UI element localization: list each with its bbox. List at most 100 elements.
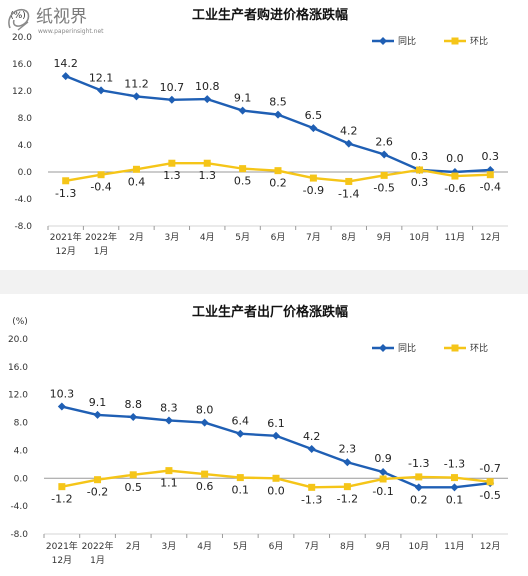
y-tick-label: -8.0 [10,530,28,540]
x-tick-label: 2021年 [46,540,78,552]
mom-data-label: 0.4 [128,175,146,188]
chart-title: 工业生产者购进价格涨跌幅 [192,7,348,23]
yoy-data-label: 8.5 [269,96,287,109]
x-tick-label: 3月 [162,541,177,552]
yoy-point [167,95,176,104]
mom-data-label: -0.5 [373,181,394,194]
mom-point [486,478,494,486]
yoy-point [238,106,247,115]
yoy-point [236,429,245,438]
x-tick-label: 5月 [233,541,248,552]
x-tick-label: 9月 [376,541,391,552]
yoy-point [61,72,70,81]
mom-data-label: 0.3 [411,176,429,189]
x-tick-label: 7月 [306,232,321,243]
y-tick-label: 4.0 [14,446,29,456]
yoy-data-label: 2.6 [375,135,393,148]
y-tick-label: 0.0 [18,168,33,178]
mom-point [132,165,140,173]
yoy-data-label: 6.5 [305,109,323,122]
y-tick-label: 8.0 [18,114,33,124]
y-tick-label: 12.0 [12,87,32,97]
legend-label: 同比 [398,35,416,47]
mom-data-label: -1.2 [51,493,72,506]
yoy-data-label: -1.3 [408,457,429,470]
chart-card-purchase: 工业生产者购进价格涨跌幅 (%) 20.0 16.0 12.0 8.0 4.0 0.0 -4.0… [0,0,528,270]
watermark-logo: 纸视界 www.paperinsight.net [8,7,104,35]
mom-data-label: 0.6 [196,480,214,493]
mom-point [58,483,66,491]
y-tick-label: 8.0 [14,419,29,429]
mom-data-label: -0.5 [479,489,500,502]
mom-point [272,474,280,482]
yoy-point [272,431,280,440]
yoy-point [343,458,352,467]
mom-point [62,177,70,185]
mom-data-label: 1.3 [198,169,216,182]
chart-title: 工业生产者出厂价格涨跌幅 [192,304,348,320]
y-tick-label: 4.0 [18,141,33,151]
chart-factory-price: 工业生产者出厂价格涨跌幅 (%) 20.0 16.0 12.0 8.0 4.0 0.0 -4.0… [8,304,508,566]
mom-point [239,165,247,173]
x-tick-label: 7月 [304,541,319,552]
mom-point [415,473,423,481]
x-tick-label: 12月 [52,555,72,566]
yoy-data-label: 9.1 [89,396,107,409]
x-tick-label: 3月 [164,232,179,243]
x-tick-label: 9月 [377,232,392,243]
x-tick-label: 1月 [94,246,109,257]
yoy-data-label: 10.3 [50,388,75,401]
y-tick-label: 20.0 [12,33,32,43]
x-tick-label: 5月 [235,232,250,243]
x-tick-label: 11月 [444,541,464,552]
mom-point [203,159,211,167]
yoy-point [379,468,388,477]
yoy-point [97,86,106,95]
mom-data-label: 1.3 [163,169,181,182]
mom-data-label: 0.2 [410,493,428,506]
yoy-data-label: 0.9 [374,452,392,465]
mom-point [129,471,137,479]
chart-card-factory: 工业生产者出厂价格涨跌幅 (%) 20.0 16.0 12.0 8.0 4.0 0.0 -4.0… [0,294,528,576]
x-tick-label: 2月 [126,541,141,552]
x-tick-label: 2022年 [82,540,114,552]
x-tick-label: 2021年 [50,231,82,243]
mom-data-label: -0.6 [444,182,465,195]
mom-point [309,174,317,182]
yoy-point [93,410,102,419]
mom-data-label: -0.4 [480,181,501,194]
mom-data-label: 0.1 [446,493,464,506]
yoy-point [129,413,138,421]
mom-point [236,474,244,482]
y-axis-unit: (%) [10,11,26,21]
mom-point [308,483,316,491]
mom-data-label: 0.5 [234,175,252,188]
yoy-point [274,110,282,119]
mom-data-label: -0.1 [372,485,393,498]
y-tick-label: -4.0 [14,195,32,205]
y-tick-label: -8.0 [14,222,32,232]
mom-point [345,177,353,185]
y-tick-label: 16.0 [8,363,28,373]
legend-marker [379,37,387,45]
y-tick-label: 0.0 [14,474,29,484]
watermark-main-text: 纸视界 [36,7,87,27]
mom-point [343,483,351,491]
mom-point [165,467,173,475]
mom-data-label: 0.5 [124,481,142,494]
mom-point [274,167,282,175]
legend-marker [379,344,387,352]
legend-label: 同比 [398,342,416,354]
x-tick-label: 11月 [445,232,465,243]
x-tick-label: 12月 [480,232,500,243]
yoy-data-label: -1.3 [444,458,465,471]
watermark-sub-text: www.paperinsight.net [38,28,104,35]
yoy-data-label: 4.2 [340,125,358,138]
mom-point [201,470,209,478]
yoy-data-label: 6.1 [267,417,285,430]
mom-point [486,171,494,179]
yoy-data-label: 10.8 [195,80,220,93]
y-tick-label: -4.0 [10,502,28,512]
mom-data-label: -1.2 [337,493,358,506]
yoy-data-label: 6.4 [232,415,250,428]
